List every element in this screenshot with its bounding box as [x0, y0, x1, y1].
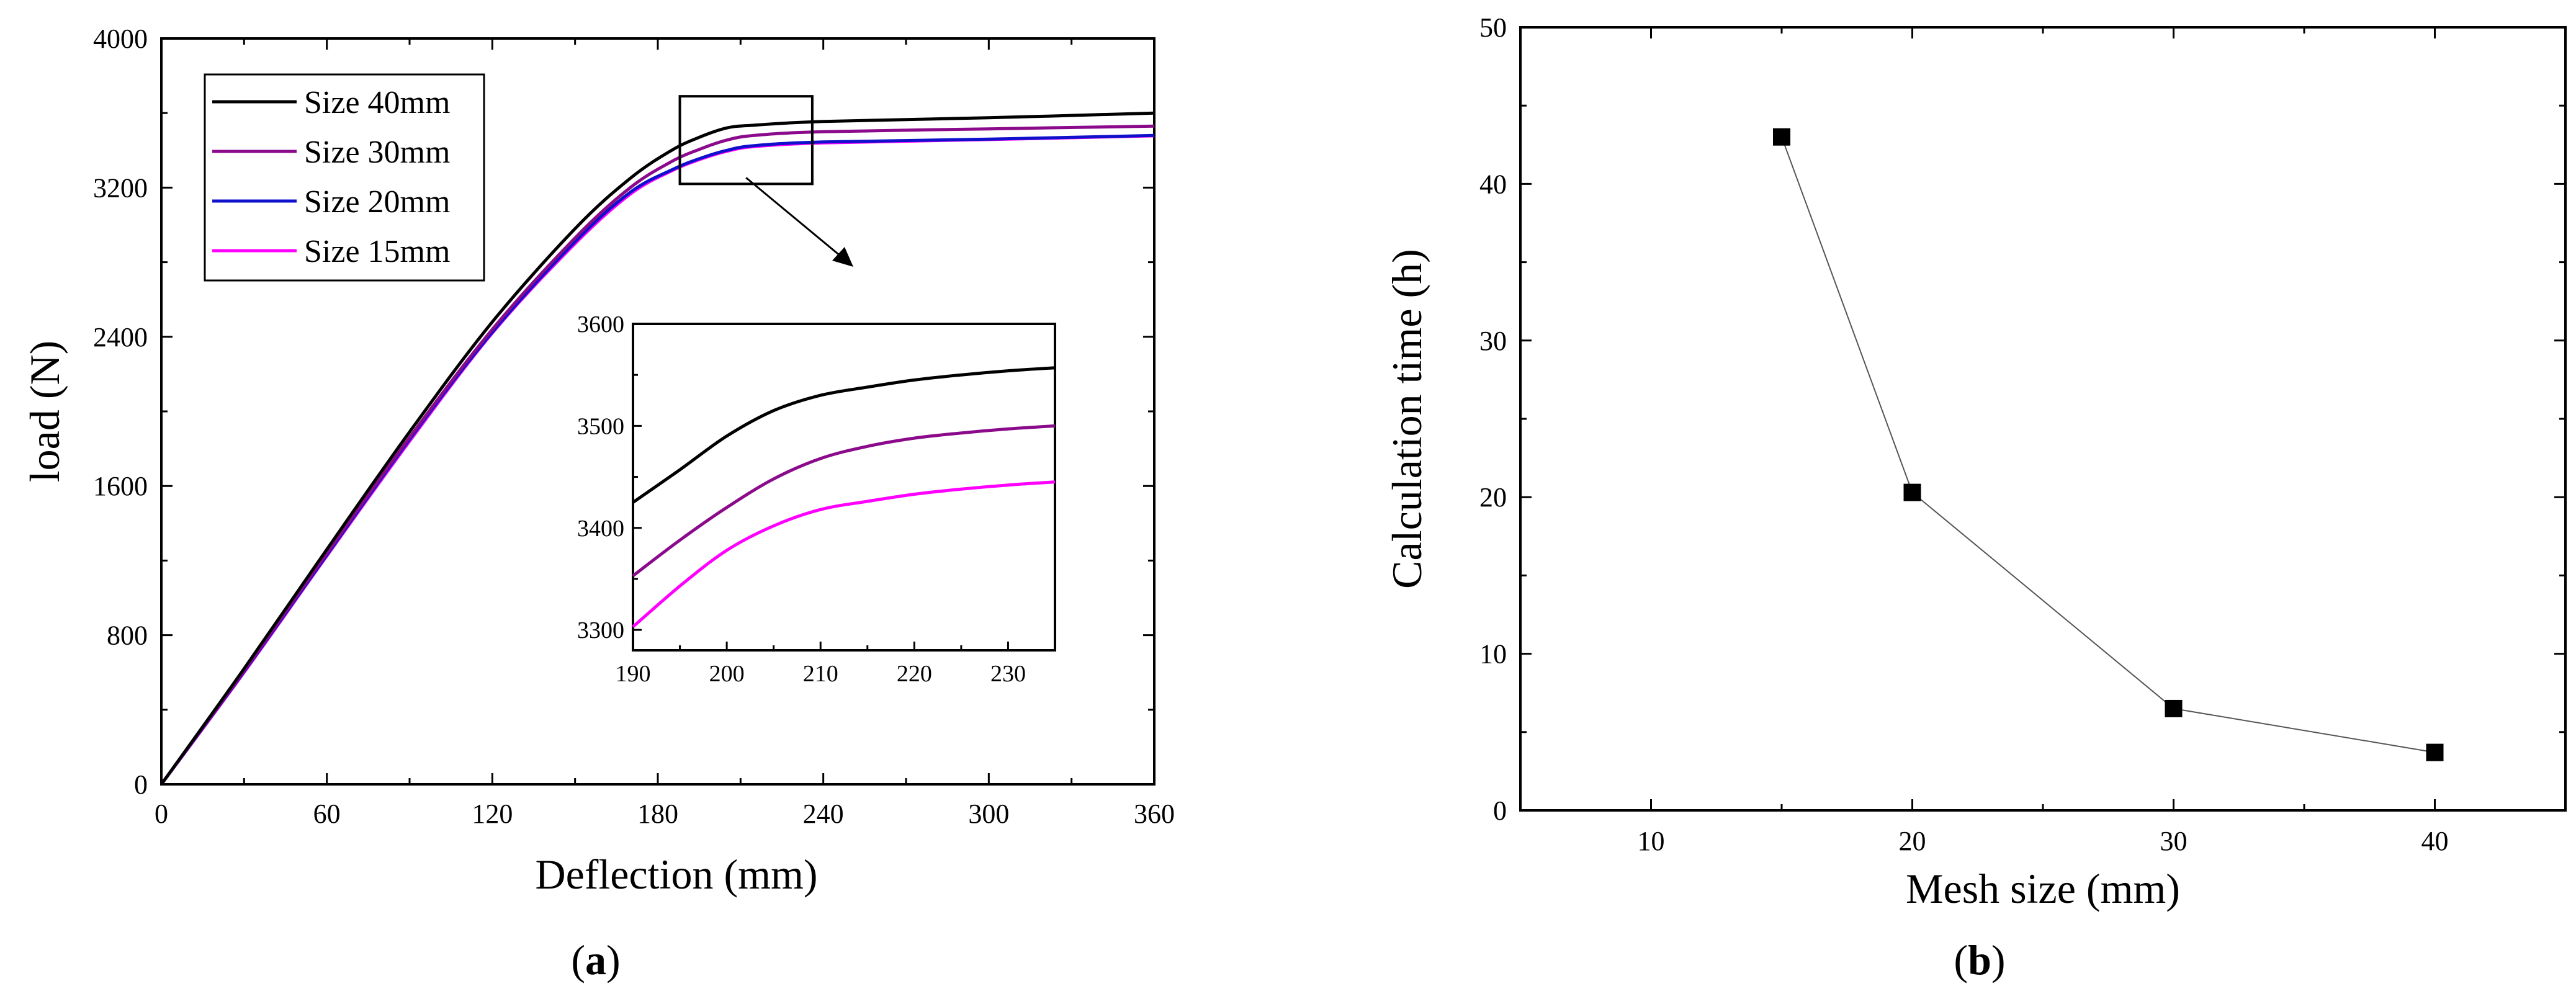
panel-a-y-tick-label: 4000 — [93, 24, 148, 54]
panel-a-inset-x-tick-label: 230 — [990, 661, 1026, 687]
panel-b-data-point — [1903, 483, 1921, 501]
panel-b-x-tick-label: 20 — [1899, 826, 1926, 856]
panel-a-x-tick-label: 180 — [637, 799, 678, 829]
panel-a-legend-label: Size 15mm — [304, 234, 450, 269]
panel-a-inset-y-tick-label: 3300 — [577, 617, 624, 643]
panel-b-plot-frame — [1519, 26, 2567, 812]
panel-a-inset-line-size-30mm — [632, 424, 1056, 577]
panel-a-inset-y-tick-label: 3600 — [577, 311, 624, 338]
panel-a-zoom-indicator — [678, 95, 853, 267]
panel-a-y-tick-label: 3200 — [93, 172, 148, 203]
panel-a-x-tick-label: 240 — [803, 799, 844, 829]
panel-a-legend-label: Size 30mm — [304, 135, 450, 170]
panel-b-y-tick-label: 10 — [1479, 639, 1507, 670]
panel-b-x-tick-label: 30 — [2160, 826, 2188, 856]
panel-b-x-axis-title: Mesh size (mm) — [1906, 865, 2180, 912]
panel-b-calculation-time-chart: 10 20 30 40 0 10 20 30 40 50 Mesh size (mm) Calcu… — [1383, 12, 2567, 983]
panel-b-x-tick-label: 10 — [1638, 826, 1665, 856]
panel-a-label: (a) — [571, 936, 620, 983]
panel-a-legend-box — [204, 73, 485, 282]
panel-b-y-tick-label: 0 — [1493, 795, 1507, 826]
panel-a-y-tick-label: 1600 — [93, 471, 148, 501]
panel-a-y-tick-label: 0 — [134, 769, 148, 800]
panel-a-zoom-arrow — [745, 177, 845, 261]
panel-b-y-tick-label: 40 — [1479, 169, 1507, 199]
panel-b-data-point — [2165, 699, 2183, 717]
panel-a-legend-label: Size 40mm — [304, 85, 450, 120]
panel-a-inset-y-tick-label: 3500 — [577, 413, 624, 439]
panel-b-label: (b) — [1954, 936, 2005, 983]
panel-a-x-axis-title: Deflection (mm) — [535, 851, 817, 898]
panel-b-axis-ticks: 10 20 30 40 0 10 20 30 40 50 — [1479, 12, 2567, 856]
panel-a-zoom-arrowhead — [832, 247, 853, 267]
panel-b-y-tick-label: 20 — [1479, 482, 1507, 513]
panel-a-series-line-size-30mm — [159, 124, 1155, 786]
panel-b-y-tick-label: 30 — [1479, 326, 1507, 356]
panel-a-x-tick-label: 60 — [313, 799, 341, 829]
panel-b-data-point — [1773, 128, 1790, 146]
panel-a-inset-x-tick-label: 200 — [709, 661, 745, 687]
panel-a-legend: Size 40mm Size 30mm Size 20mm Size 15mm — [204, 73, 485, 282]
panel-a-letter: a — [585, 936, 606, 983]
panel-b-letter: b — [1968, 936, 1991, 983]
panel-b-y-axis-title: Calculation time (h) — [1383, 249, 1430, 589]
panel-b-series-line — [1773, 128, 2444, 761]
panel-a-y-axis-title: load (N) — [21, 341, 68, 482]
panel-a-inset-x-tick-label: 210 — [803, 661, 838, 687]
panel-a-inset-y-tick-label: 3400 — [577, 516, 624, 542]
panel-a-inset-line-size-15mm — [632, 480, 1056, 629]
panel-a-inset-x-tick-label: 190 — [616, 661, 651, 687]
panel-a-x-tick-label: 360 — [1134, 799, 1175, 829]
panel-a-x-tick-label: 0 — [155, 799, 168, 829]
panel-a-inset-x-tick-label: 220 — [897, 661, 932, 687]
panel-a-series-lines — [159, 111, 1155, 786]
panel-b-y-tick-label: 50 — [1479, 12, 1507, 43]
panel-a-inset-chart: 190 200 210 220 230 3300 3400 3500 3600 — [577, 311, 1056, 687]
panel-b-connecting-line — [1781, 137, 2435, 753]
panel-a-series-line-size-40mm — [159, 111, 1155, 786]
panel-a-inset-line-size-40mm — [632, 366, 1056, 504]
panel-a-y-tick-label: 2400 — [93, 322, 148, 352]
panel-a-x-tick-label: 300 — [968, 799, 1009, 829]
panel-a-legend-label: Size 20mm — [304, 184, 450, 220]
panel-b-x-tick-label: 40 — [2421, 826, 2449, 856]
panel-a-x-tick-label: 120 — [472, 799, 513, 829]
panel-b-data-point — [2426, 743, 2444, 761]
panel-a-zoom-box — [678, 95, 814, 186]
panel-a-y-tick-label: 800 — [107, 620, 148, 651]
